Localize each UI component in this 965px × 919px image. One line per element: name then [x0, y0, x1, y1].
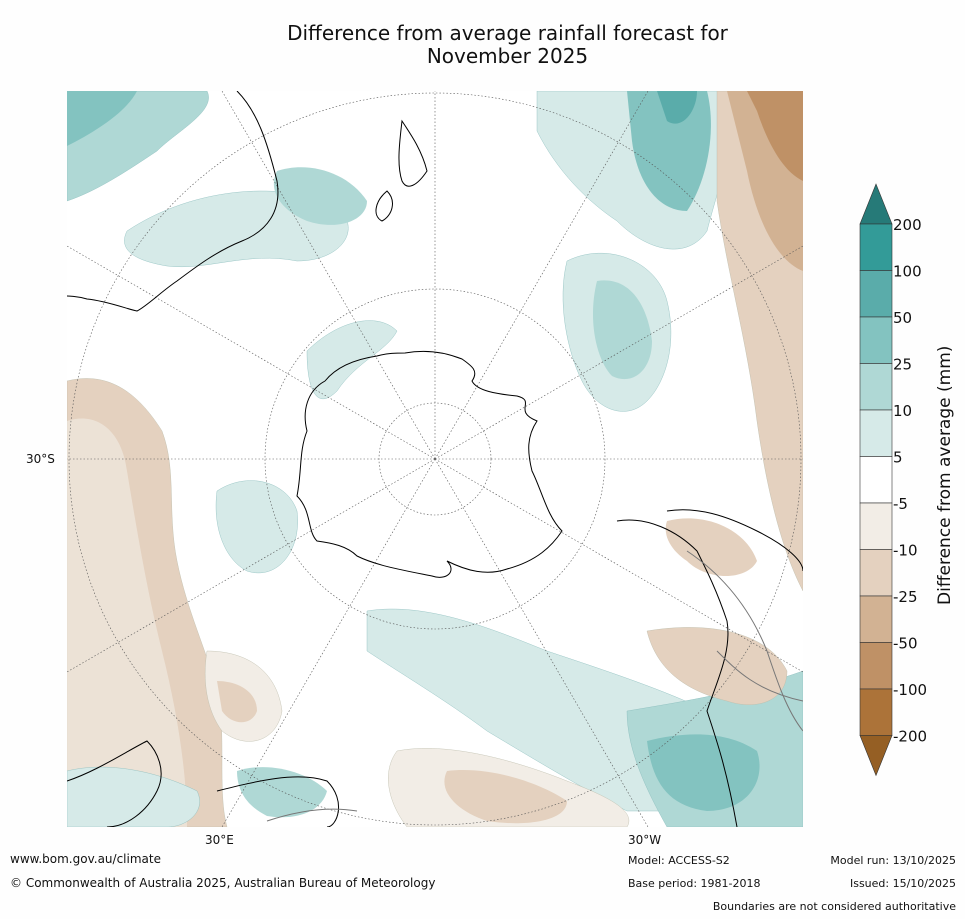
colorbar-band — [859, 270, 893, 318]
meridian-line — [434, 458, 803, 673]
anomaly-region-nw-wet2 — [67, 91, 137, 146]
colorbar-tick-label: 25 — [893, 356, 912, 374]
colorbar-band — [859, 409, 893, 457]
colorbar-tick-label: -10 — [893, 542, 918, 560]
issued-text: Issued: 15/10/2025 — [849, 877, 956, 890]
colorbar-tick-label: -100 — [893, 681, 927, 699]
latitude-circle-30s — [68, 92, 802, 826]
country-border — [686, 550, 803, 732]
latitude-label-30s: 30°S — [26, 452, 55, 466]
colorbar-band — [859, 642, 893, 690]
colorbar-band — [859, 688, 893, 736]
antarctica-coast — [296, 350, 563, 578]
meridian-line — [221, 91, 436, 460]
south-america-coast — [616, 519, 738, 827]
colorbar-tick-label: 10 — [893, 402, 912, 420]
graticule — [67, 91, 803, 827]
anomaly-region-ne-wet-dark — [657, 91, 697, 124]
colorbar-band — [859, 363, 893, 411]
colorbar-label: Difference from average (mm) — [935, 345, 955, 605]
copyright-text: © Commonwealth of Australia 2025, Austra… — [10, 876, 436, 890]
colorbar-tick-label: -200 — [893, 728, 927, 746]
colorbar-band — [859, 549, 893, 597]
rainfall-anomaly-fields — [67, 91, 803, 827]
colorbar-extend-top — [859, 183, 893, 225]
borders — [266, 550, 803, 822]
base-period-text: Base period: 1981-2018 — [628, 877, 761, 890]
longitude-label-30e: 30°E — [205, 833, 234, 847]
country-border — [716, 650, 803, 702]
anomaly-region-se-wet-core — [647, 734, 760, 811]
colorbar-tick-label: -5 — [893, 495, 908, 513]
colorbar-band — [859, 502, 893, 550]
map-title: Difference from average rainfall forecas… — [0, 22, 965, 68]
colorbar: 200 100 50 25 10 5 -5 -10 -25 -50 -100 -200 — [859, 183, 927, 777]
meridian-line — [67, 245, 436, 460]
colorbar-tick-label: -25 — [893, 588, 918, 606]
new-zealand-south — [375, 190, 393, 222]
colorbar-band — [859, 316, 893, 364]
africa-coast — [67, 740, 162, 827]
latitude-circle-60s — [264, 288, 606, 630]
colorbar-tick-label: 50 — [893, 309, 912, 327]
meridian-line — [434, 458, 649, 827]
meridian-line — [434, 91, 649, 460]
model-text: Model: ACCESS-S2 — [628, 854, 730, 867]
anomaly-region-n-wet-core — [273, 167, 367, 225]
colorbar-band — [859, 595, 893, 643]
anomaly-region-west-light — [67, 418, 187, 827]
colorbar-tick-label: -50 — [893, 635, 918, 653]
meridian-line — [221, 458, 436, 827]
title-line-1: Difference from average rainfall forecas… — [287, 21, 728, 45]
country-border — [266, 808, 358, 822]
rainfall-map — [67, 91, 803, 827]
anomaly-region-central-wet-core — [592, 280, 652, 380]
anomaly-region-ne-wet-core — [627, 91, 711, 211]
website-link[interactable]: www.bom.gov.au/climate — [10, 852, 161, 866]
coastlines — [67, 91, 803, 827]
anomaly-region-sa-dry — [646, 627, 788, 705]
title-line-2: November 2025 — [426, 44, 589, 68]
meridian-line — [67, 458, 436, 673]
anomaly-region-s-dry-core — [444, 770, 567, 824]
anomaly-region-bl-wet2 — [237, 767, 327, 818]
meridian-line — [434, 245, 803, 460]
colorbar-tick-label: 5 — [893, 449, 903, 467]
anomaly-region-sa-dry2 — [665, 518, 757, 576]
anomaly-region-e-dry-dark — [747, 91, 803, 181]
disclaimer-text: Boundaries are not considered authoritat… — [712, 900, 956, 913]
colorbar-tick-label: 200 — [893, 216, 922, 234]
anomaly-region-antarctic-wet2 — [215, 480, 298, 573]
colorbar-band — [859, 223, 893, 271]
anomaly-region-antarctic-wet — [306, 320, 398, 399]
colorbar-extend-bottom — [859, 735, 893, 777]
anomaly-region-bl-wet — [67, 766, 200, 827]
colorbar-band — [859, 456, 893, 504]
south-america-east — [666, 509, 803, 572]
africa-coast-2 — [216, 776, 340, 827]
anomaly-region-sw-dry-core — [217, 681, 257, 723]
longitude-label-30w: 30°W — [628, 833, 662, 847]
australia-coast — [67, 91, 279, 312]
colorbar-tick-label: 100 — [893, 263, 922, 281]
model-run-text: Model run: 13/10/2025 — [830, 854, 956, 867]
new-zealand-north — [398, 119, 428, 187]
